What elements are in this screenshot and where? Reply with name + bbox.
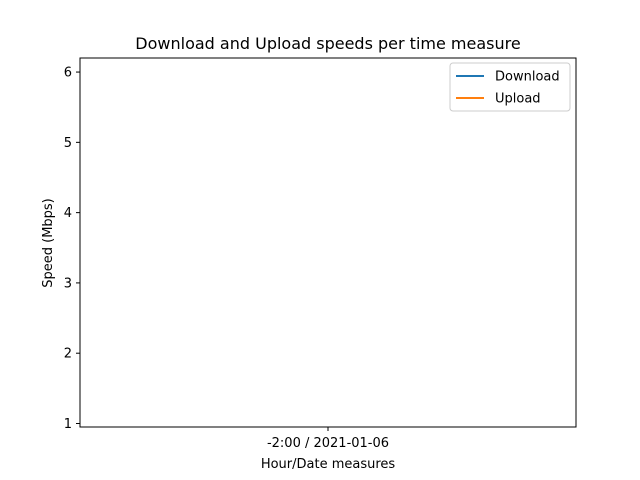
legend-label: Download — [495, 70, 560, 85]
x-tick-label: -2:00 / 2021-01-06 — [267, 436, 389, 451]
y-axis-label: Speed (Mbps) — [41, 198, 56, 288]
y-tick-label: 2 — [64, 347, 72, 362]
y-axis: 1 2 3 4 5 6 — [64, 66, 80, 432]
legend: Download Upload — [449, 62, 571, 112]
x-axis: -2:00 / 2021-01-06 — [267, 427, 389, 451]
chart-title: Download and Upload speeds per time meas… — [135, 34, 520, 53]
y-tick-label: 4 — [64, 206, 72, 221]
y-tick-label: 3 — [64, 276, 72, 291]
legend-label: Upload — [495, 92, 541, 107]
y-tick-label: 6 — [64, 66, 72, 81]
y-tick-label: 5 — [64, 136, 72, 151]
x-axis-label: Hour/Date measures — [261, 457, 396, 472]
y-tick-label: 1 — [64, 417, 72, 432]
